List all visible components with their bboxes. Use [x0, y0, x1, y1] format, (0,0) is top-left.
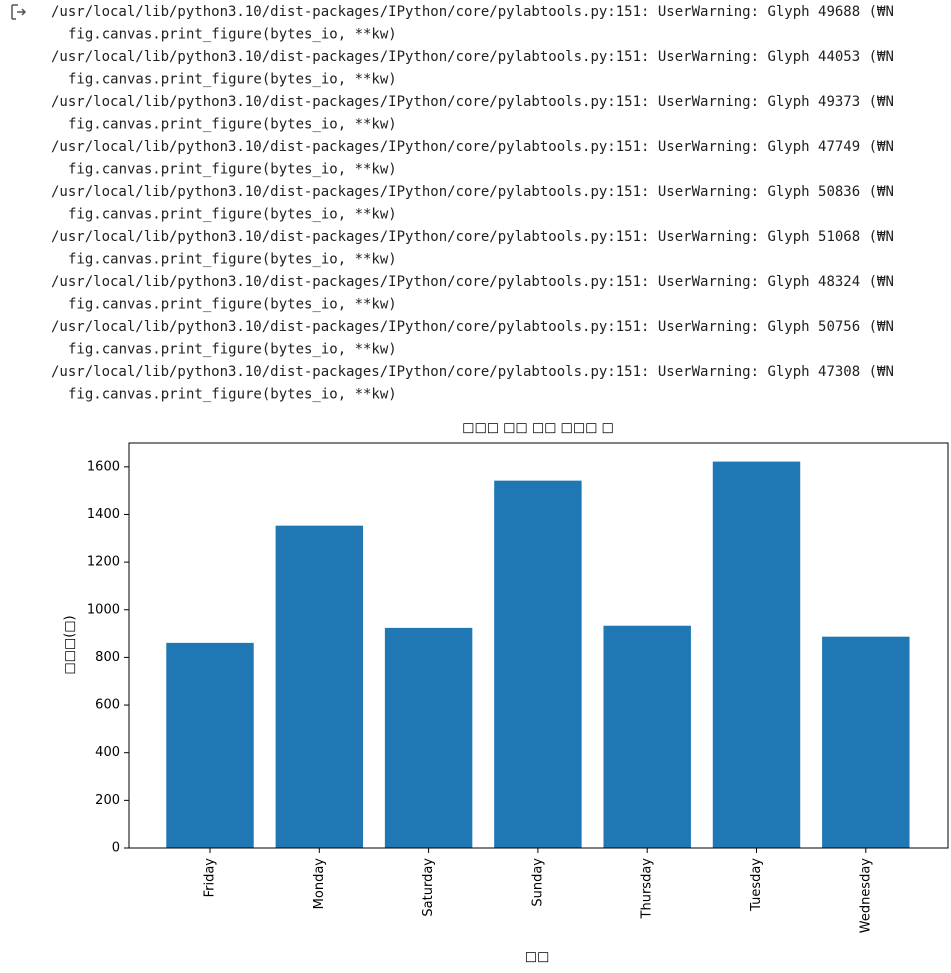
bar — [603, 625, 691, 848]
x-tick-label: Sunday — [530, 858, 545, 907]
warning-message: /usr/local/lib/python3.10/dist-packages/… — [51, 184, 894, 200]
warning-message: /usr/local/lib/python3.10/dist-packages/… — [51, 274, 894, 290]
warning-code: fig.canvas.print_figure(bytes_io, **kw) — [68, 252, 397, 268]
y-tick-label: 1400 — [87, 507, 120, 522]
y-tick-label: 1200 — [87, 555, 120, 570]
y-tick-label: 0 — [112, 841, 120, 856]
warning-code: fig.canvas.print_figure(bytes_io, **kw) — [68, 297, 397, 313]
x-tick-label: Tuesday — [749, 858, 764, 912]
y-tick-label: 1000 — [87, 602, 120, 617]
x-tick-label: Saturday — [421, 858, 436, 917]
bar — [275, 525, 364, 848]
chart-title: □□□ □□ □□ □□□ □ — [462, 421, 614, 436]
warning-code: fig.canvas.print_figure(bytes_io, **kw) — [68, 27, 397, 43]
bar — [822, 636, 910, 848]
output-icon — [11, 4, 27, 20]
x-tick-label: Thursday — [640, 858, 655, 920]
warning-code: fig.canvas.print_figure(bytes_io, **kw) — [68, 72, 397, 88]
warning-message: /usr/local/lib/python3.10/dist-packages/… — [51, 139, 894, 155]
bar — [384, 627, 473, 848]
warning-code: fig.canvas.print_figure(bytes_io, **kw) — [68, 387, 397, 403]
y-tick-label: 800 — [95, 650, 120, 665]
x-axis-label: □□ — [525, 950, 550, 965]
bar — [712, 461, 801, 848]
warning-code: fig.canvas.print_figure(bytes_io, **kw) — [68, 117, 397, 133]
y-axis-label: □□□(□) — [63, 615, 78, 674]
warning-message: /usr/local/lib/python3.10/dist-packages/… — [51, 364, 894, 380]
y-tick-label: 200 — [95, 793, 120, 808]
warning-message: /usr/local/lib/python3.10/dist-packages/… — [51, 49, 894, 65]
x-tick-label: Monday — [312, 858, 327, 910]
y-tick-label: 400 — [95, 745, 120, 760]
warning-code: fig.canvas.print_figure(bytes_io, **kw) — [68, 342, 397, 358]
y-tick-label: 600 — [95, 698, 120, 713]
warning-message: /usr/local/lib/python3.10/dist-packages/… — [51, 4, 894, 20]
warning-message: /usr/local/lib/python3.10/dist-packages/… — [51, 229, 894, 245]
warning-code: fig.canvas.print_figure(bytes_io, **kw) — [68, 162, 397, 178]
warning-code: fig.canvas.print_figure(bytes_io, **kw) — [68, 207, 397, 223]
plot-frame — [128, 442, 949, 849]
bar — [494, 480, 582, 848]
y-tick-label: 1600 — [87, 459, 120, 474]
warning-message: /usr/local/lib/python3.10/dist-packages/… — [51, 94, 894, 110]
x-tick-label: Wednesday — [858, 858, 873, 934]
warning-message: /usr/local/lib/python3.10/dist-packages/… — [51, 319, 894, 335]
bar — [166, 642, 254, 848]
x-tick-label: Friday — [203, 858, 218, 898]
